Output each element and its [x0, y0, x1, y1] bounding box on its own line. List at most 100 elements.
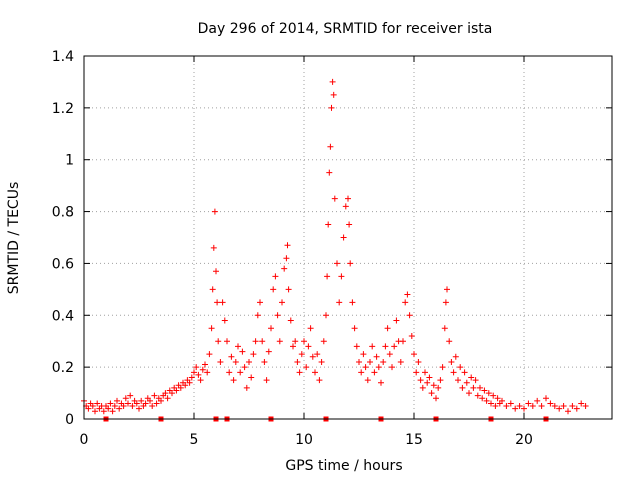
data-point [318, 358, 325, 365]
data-point [463, 379, 470, 386]
data-point [474, 392, 481, 399]
data-point [578, 400, 585, 407]
x-axis-label: GPS time / hours [285, 458, 402, 474]
data-point [455, 377, 461, 384]
data-point [351, 325, 358, 332]
data-point [543, 395, 549, 402]
data-point [89, 403, 96, 410]
data-point [210, 244, 217, 251]
data-point [92, 408, 98, 415]
data-point [215, 338, 222, 345]
plot-frame [83, 55, 613, 420]
data-point [248, 374, 255, 381]
data-point [296, 369, 303, 376]
data-point [382, 343, 389, 350]
data-point [330, 91, 337, 98]
data-point [188, 374, 195, 381]
data-point [459, 384, 466, 391]
data-point [169, 390, 175, 397]
data-point [415, 358, 422, 365]
data-point [342, 203, 349, 210]
data-point [417, 377, 424, 384]
data-point [94, 400, 101, 407]
data-point [232, 358, 239, 365]
data-point [534, 397, 541, 404]
data-point [239, 348, 246, 355]
data-point [490, 392, 497, 399]
data-point [292, 338, 299, 345]
y-tick-label: 0 [65, 412, 74, 428]
data-point [499, 397, 505, 404]
data-point [186, 379, 193, 386]
data-point [369, 343, 376, 350]
data-point [419, 384, 426, 391]
data-point [470, 384, 477, 391]
data-point [371, 369, 378, 376]
chart-title: Day 296 of 2014, SRMTID for receiver ist… [198, 21, 493, 37]
data-point [265, 348, 272, 355]
data-point [457, 364, 464, 371]
data-point [391, 343, 398, 350]
data-point [384, 325, 391, 332]
data-point [485, 390, 492, 397]
data-point [424, 379, 431, 386]
data-point [483, 397, 490, 404]
data-point [177, 384, 184, 391]
data-point [328, 104, 335, 111]
data-point [336, 299, 343, 306]
data-point [428, 390, 435, 397]
data-point [402, 299, 409, 306]
data-point [439, 364, 446, 371]
data-point [551, 403, 558, 410]
x-tick-labels: 0 5 10 15 20 [80, 432, 533, 448]
data-point [340, 234, 347, 241]
data-point [294, 358, 301, 365]
data-point [437, 377, 444, 384]
data-point [503, 403, 510, 410]
data-point [221, 317, 228, 324]
data-point [279, 299, 285, 306]
data-point [153, 400, 160, 407]
data-point [211, 208, 218, 215]
data-point [305, 343, 312, 350]
data-point [512, 405, 519, 412]
data-point [105, 405, 112, 412]
data-point [314, 351, 321, 358]
data-point [217, 358, 224, 365]
data-point [254, 312, 261, 319]
data-point [270, 286, 277, 293]
data-point [468, 374, 475, 381]
x-tick-label: 10 [295, 432, 313, 448]
y-tick-label: 0.4 [52, 308, 74, 324]
data-point [435, 384, 442, 391]
data-point [446, 338, 453, 345]
data-point [329, 78, 336, 85]
data-point [173, 387, 180, 394]
data-point [111, 403, 118, 410]
x-tick-label: 20 [515, 432, 533, 448]
data-point [142, 400, 149, 407]
data-point [235, 343, 241, 350]
data-point [494, 395, 501, 402]
data-point [129, 403, 136, 410]
data-point [283, 255, 290, 262]
data-point [268, 325, 274, 332]
data-point [133, 400, 140, 407]
data-point [284, 242, 291, 249]
x-tick-label: 15 [405, 432, 423, 448]
data-point [345, 195, 351, 202]
data-point [109, 408, 116, 415]
data-point [362, 364, 369, 371]
data-point [250, 351, 257, 358]
x-tick-label: 5 [190, 432, 199, 448]
data-point [347, 260, 354, 267]
data-point [397, 358, 404, 365]
data-point [309, 353, 316, 360]
data-point [195, 371, 202, 378]
data-point [324, 273, 331, 280]
data-point [116, 405, 123, 412]
data-point [488, 400, 494, 407]
data-point [433, 395, 439, 402]
data-point [213, 268, 219, 275]
